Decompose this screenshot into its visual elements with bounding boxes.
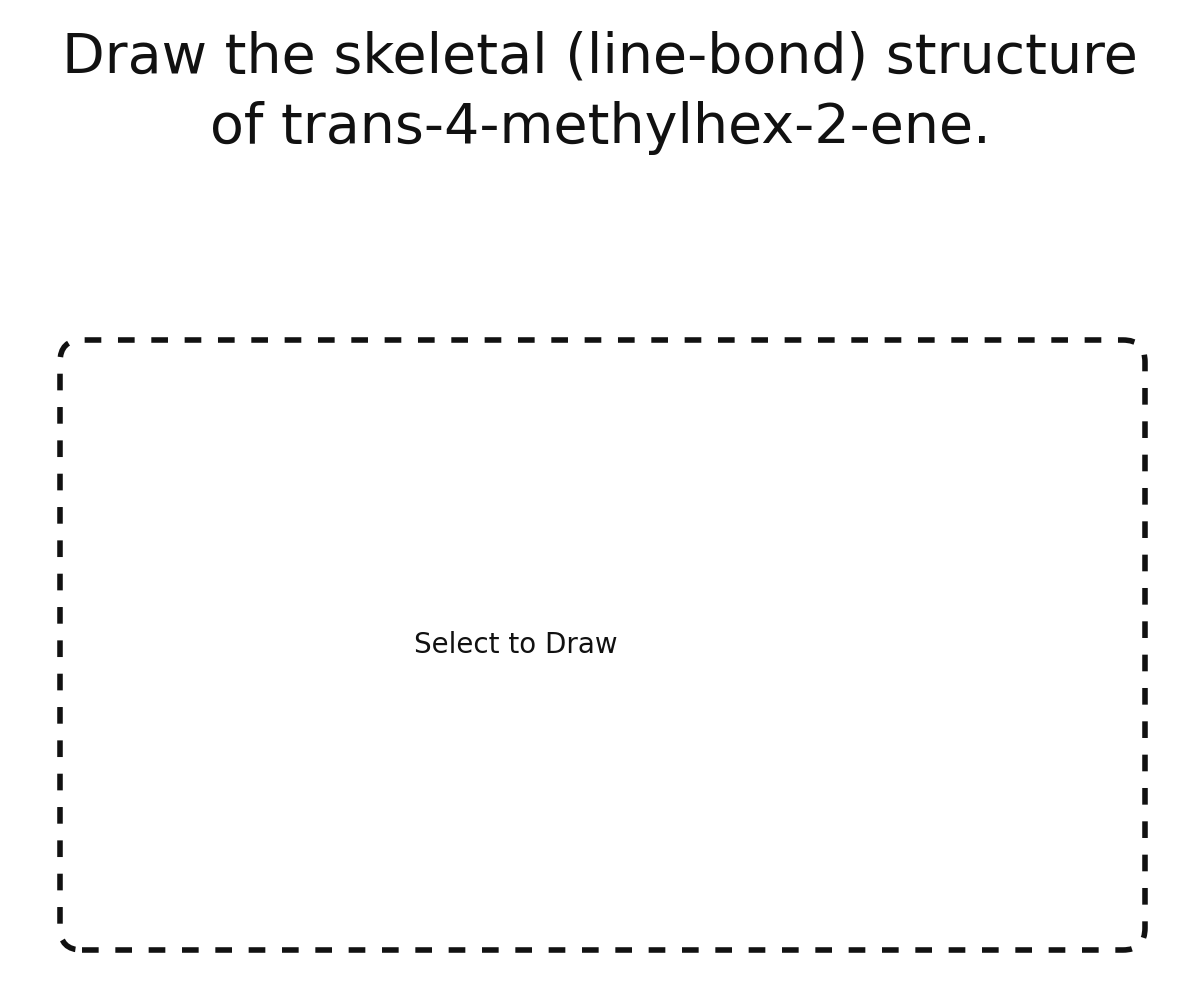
Text: Draw the skeletal (line-bond) structure
of trans-4-methylhex-2-ene.: Draw the skeletal (line-bond) structure … [62,30,1138,155]
Text: Select to Draw: Select to Draw [414,631,618,659]
